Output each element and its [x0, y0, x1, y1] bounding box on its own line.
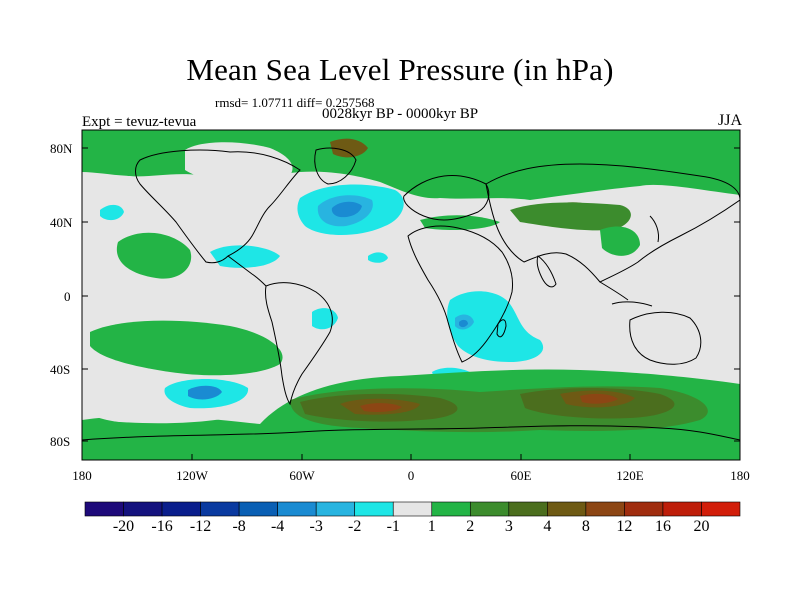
colorbar-label: 16 — [654, 518, 671, 535]
colorbar-label: -3 — [309, 518, 323, 535]
colorbar-label: 1 — [427, 518, 436, 535]
colorbar-swatch — [238, 501, 278, 517]
lon-label-60w: 60W — [289, 468, 315, 483]
colorbar-swatch — [662, 501, 702, 517]
axis-ticks — [82, 147, 740, 460]
colorbar-swatch — [200, 501, 240, 517]
colorbar-label: 20 — [693, 518, 710, 535]
lon-label-60e: 60E — [510, 468, 532, 483]
mid-atlantic-negative — [368, 252, 388, 263]
africa-core — [459, 319, 468, 328]
colorbar-swatch — [315, 501, 356, 517]
colorbar-swatch — [84, 501, 124, 517]
colorbar-label: 2 — [466, 518, 475, 535]
lon-label-0: 0 — [407, 468, 415, 483]
stats-text: rmsd= 1.07711 diff= 0.257568 — [215, 95, 375, 110]
colorbar-label: -20 — [112, 518, 135, 535]
arctic-olive-core — [330, 138, 368, 158]
south-pacific-positive — [90, 320, 283, 376]
colorbar-swatch — [624, 501, 664, 517]
colorbar — [84, 501, 741, 517]
asia-dark-green — [510, 202, 631, 231]
east-asia-positive — [600, 226, 640, 256]
colorbar-swatch — [547, 501, 587, 517]
caribbean-negative — [210, 245, 280, 268]
colorbar-swatch — [123, 501, 163, 517]
map-title: Mean Sea Level Pressure (in hPa) — [186, 52, 614, 87]
antarctic-brown-west-core — [360, 403, 402, 412]
africa-negative — [447, 291, 544, 362]
colorbar-swatch — [469, 501, 510, 517]
colorbar-label: 8 — [581, 518, 590, 535]
southeast-pacific-core — [188, 385, 222, 400]
lon-label-180e: 180 — [730, 468, 750, 483]
colorbar-swatch — [354, 501, 394, 517]
colorbar-swatch — [431, 501, 471, 517]
lat-label-80n: 80N — [50, 141, 73, 156]
colorbar-label: -1 — [386, 518, 400, 535]
colorbar-swatch — [161, 501, 201, 517]
lat-label-40s: 40S — [50, 362, 71, 377]
lon-label-120e: 120E — [616, 468, 644, 483]
colorbar-label: -8 — [232, 518, 246, 535]
colorbar-label: 4 — [543, 518, 552, 535]
colorbar-swatch — [392, 501, 433, 517]
season-label: JJA — [717, 112, 742, 129]
colorbar-swatch — [701, 501, 741, 517]
lon-label-120w: 120W — [176, 468, 208, 483]
antarctic-brown-east-core — [580, 393, 618, 404]
colorbar-label: 12 — [616, 518, 633, 535]
pressure-anomaly-fill — [82, 130, 740, 460]
colorbar-swatch — [277, 501, 317, 517]
period-text: 0028kyr BP - 0000kyr BP — [322, 106, 479, 122]
pacific-negative-small — [100, 204, 124, 221]
colorbar-label: 3 — [504, 518, 513, 535]
colorbar-swatch — [585, 501, 625, 517]
lat-label-80s: 80S — [50, 434, 71, 449]
experiment-label: Expt = tevuz-tevua — [82, 114, 197, 130]
colorbar-label: -4 — [270, 518, 285, 535]
antarctic-edge-positive — [82, 432, 320, 460]
colorbar-label: -2 — [348, 518, 362, 535]
lat-label-40n: 40N — [50, 215, 73, 230]
north-atlantic-gap — [185, 142, 293, 187]
colorbar-label: -12 — [189, 518, 212, 535]
north-atlantic-core — [331, 201, 362, 218]
lon-label-180w: 180 — [72, 468, 92, 483]
lat-label-0: 0 — [64, 289, 71, 304]
north-pacific-positive — [116, 232, 192, 279]
coastlines — [82, 147, 740, 441]
colorbar-label: -16 — [151, 518, 173, 535]
colorbar-swatch — [508, 501, 548, 517]
